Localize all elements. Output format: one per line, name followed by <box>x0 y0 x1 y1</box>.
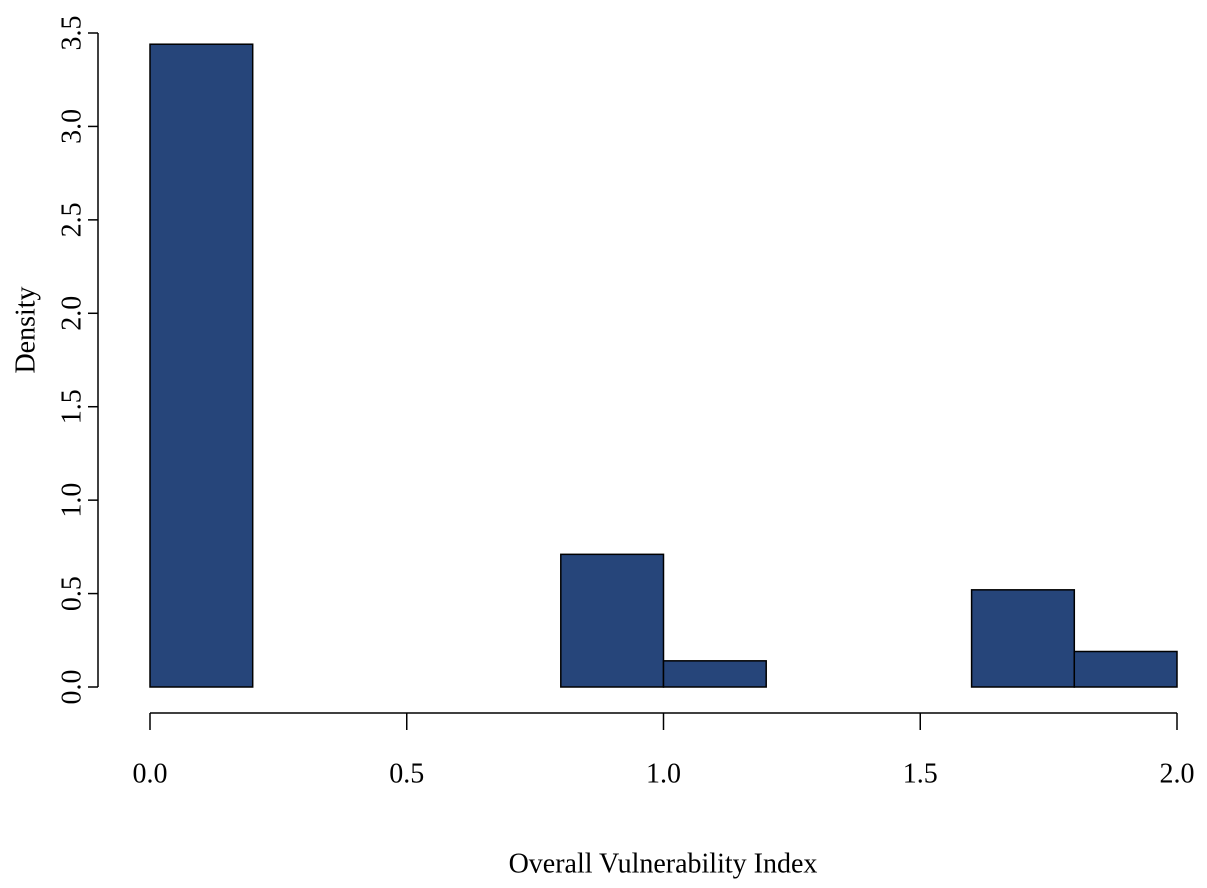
y-tick-label: 3.0 <box>56 109 87 144</box>
x-tick-label: 1.0 <box>646 758 681 789</box>
y-tick-label: 0.0 <box>56 670 87 705</box>
bar <box>1073 650 1178 688</box>
bar <box>560 553 665 688</box>
bar <box>970 589 1076 688</box>
x-tick-label: 1.5 <box>903 758 938 789</box>
bar <box>149 43 254 688</box>
x-tick-label: 2.0 <box>1160 758 1195 789</box>
y-tick-label: 0.5 <box>56 576 87 611</box>
x-tick-label: 0.5 <box>389 758 424 789</box>
x-tick-label: 0.0 <box>133 758 168 789</box>
y-tick-label: 2.5 <box>56 202 87 237</box>
y-axis-title: Density <box>10 286 41 373</box>
y-tick-label: 3.5 <box>56 16 87 51</box>
y-tick-label: 2.0 <box>56 296 87 331</box>
x-axis-title: Overall Vulnerability Index <box>509 848 818 879</box>
bar <box>662 660 767 688</box>
y-tick-label: 1.0 <box>56 483 87 518</box>
y-tick-label: 1.5 <box>56 389 87 424</box>
